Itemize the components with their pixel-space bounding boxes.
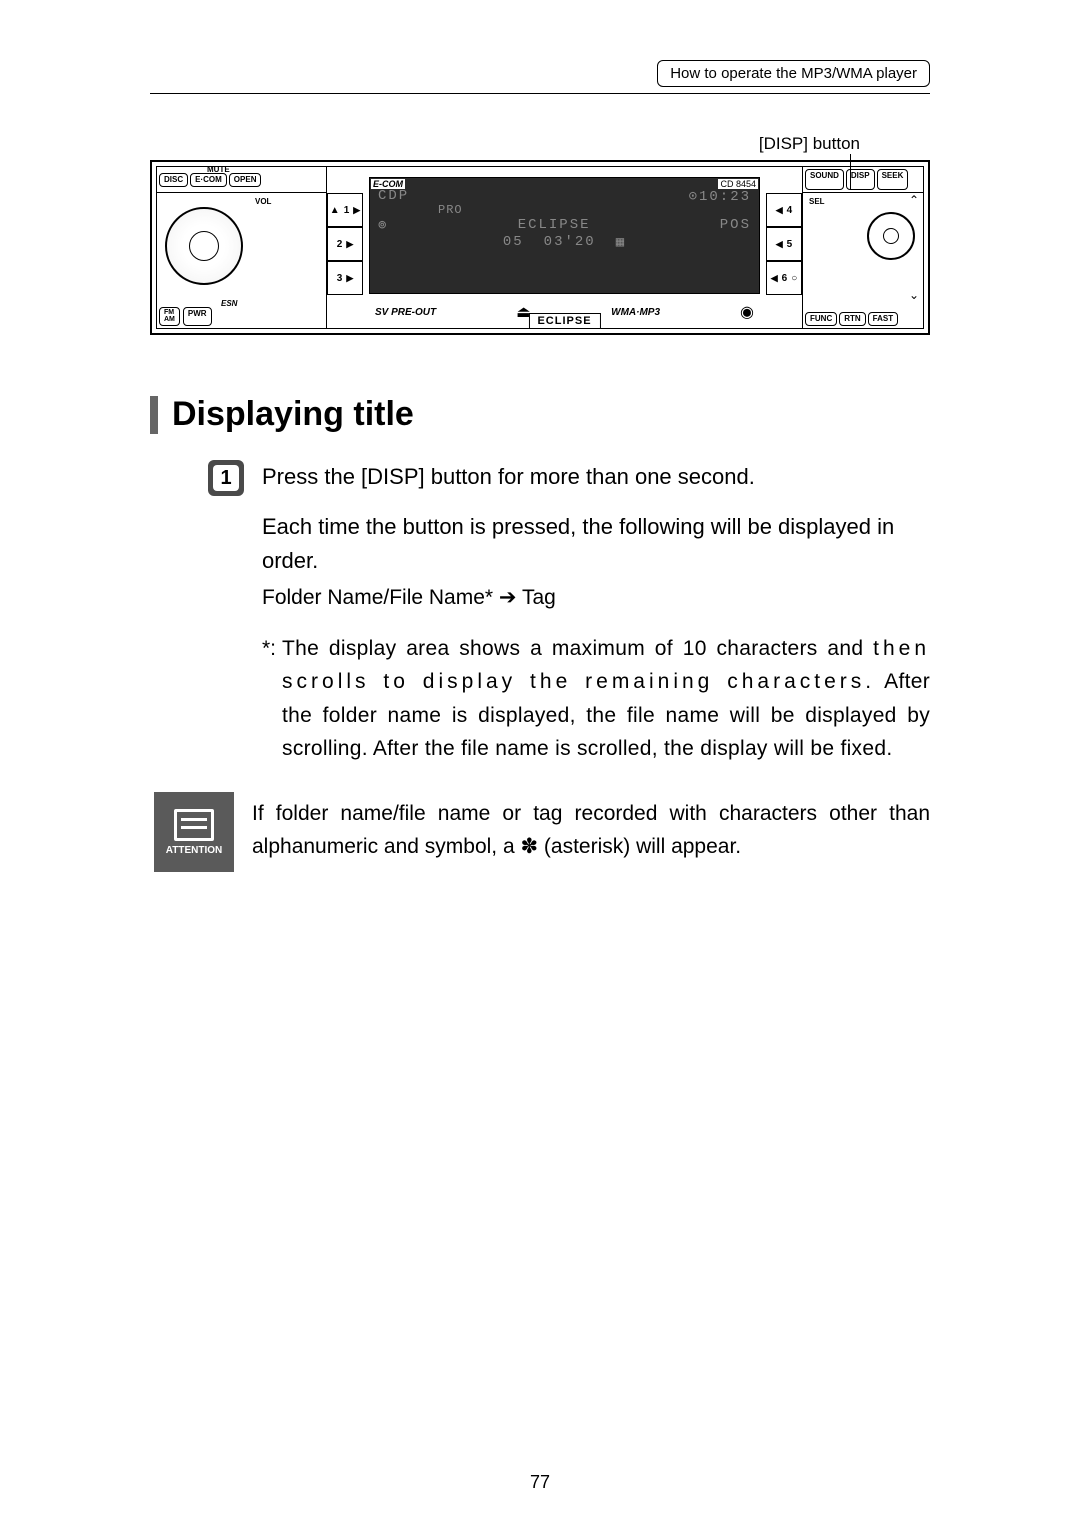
fm-am-button[interactable]: FM AM bbox=[159, 307, 180, 326]
sel-label: SEL bbox=[809, 197, 825, 206]
left-panel: MUTE DISC E·COM OPEN VOL ESN FM AM PWR bbox=[157, 167, 327, 328]
section-heading: Displaying title bbox=[172, 395, 414, 434]
vol-label: VOL bbox=[255, 197, 271, 206]
preset-1[interactable]: ▲1▶ bbox=[327, 193, 363, 227]
footnote: *: The display area shows a maximum of 1… bbox=[262, 632, 930, 766]
esn-label: ESN bbox=[221, 299, 237, 308]
fast-button[interactable]: FAST bbox=[868, 312, 898, 326]
lcd-display: CDP⊙10:23 PRO ⊚ECLIPSEPOS 0503'20▦ bbox=[369, 177, 760, 294]
preset-6[interactable]: ◀6○ bbox=[766, 261, 802, 295]
open-button[interactable]: OPEN bbox=[229, 173, 262, 187]
brand-badge: ECLIPSE bbox=[528, 313, 600, 329]
cd-model: CD 8454 bbox=[718, 179, 758, 189]
sv-label: SV PRE-OUT bbox=[375, 307, 436, 318]
ecom-brand: E-COM bbox=[371, 179, 405, 189]
step-title: Press the [DISP] button for more than on… bbox=[262, 460, 755, 490]
volume-knob[interactable] bbox=[165, 207, 243, 285]
sound-button[interactable]: SOUND bbox=[805, 169, 844, 190]
disp-callout-label: [DISP] button bbox=[759, 134, 860, 154]
wma-label: WMA·MP3 bbox=[611, 307, 660, 318]
step-badge: 1 bbox=[208, 460, 244, 496]
step-body-2: Folder Name/File Name* ➔ Tag bbox=[262, 582, 930, 614]
rtn-button[interactable]: RTN bbox=[839, 312, 865, 326]
page-number: 77 bbox=[530, 1472, 550, 1493]
pwr-button[interactable]: PWR bbox=[183, 307, 212, 326]
center-panel: E-COM CD 8454 ▲1▶ 2▶ 3▶ ◀4 ◀5 ◀6○ CDP⊙10… bbox=[327, 167, 803, 328]
footnote-marker: *: bbox=[262, 632, 276, 766]
down-arrow-icon: ⌄ bbox=[909, 288, 919, 302]
preset-3[interactable]: 3▶ bbox=[327, 261, 363, 295]
mute-label: MUTE bbox=[207, 165, 230, 174]
step-body-1: Each time the button is pressed, the fol… bbox=[262, 510, 930, 578]
header-rule: How to operate the MP3/WMA player bbox=[150, 60, 930, 94]
stereo-diagram: MUTE DISC E·COM OPEN VOL ESN FM AM PWR bbox=[150, 160, 930, 335]
book-icon bbox=[174, 809, 214, 841]
callout-pointer bbox=[850, 154, 851, 190]
attention-text: If folder name/file name or tag recorded… bbox=[252, 792, 930, 863]
preset-2[interactable]: 2▶ bbox=[327, 227, 363, 261]
attention-label: ATTENTION bbox=[166, 845, 222, 856]
disc-button[interactable]: DISC bbox=[159, 173, 188, 187]
footnote-text: The display area shows a maximum of 10 c… bbox=[282, 632, 930, 766]
attention-badge: ATTENTION bbox=[154, 792, 234, 872]
breadcrumb: How to operate the MP3/WMA player bbox=[657, 60, 930, 87]
select-knob[interactable] bbox=[867, 212, 915, 260]
preset-4[interactable]: ◀4 bbox=[766, 193, 802, 227]
right-panel: SOUND DISP SEEK ⌃ SEL ⌄ FUNC RTN FAST bbox=[803, 167, 923, 328]
func-button[interactable]: FUNC bbox=[805, 312, 837, 326]
seek-button[interactable]: SEEK bbox=[877, 169, 909, 190]
preset-5[interactable]: ◀5 bbox=[766, 227, 802, 261]
up-arrow-icon: ⌃ bbox=[909, 193, 919, 207]
section-title: Displaying title bbox=[150, 395, 930, 434]
section-accent-bar bbox=[150, 396, 158, 434]
step-number: 1 bbox=[213, 465, 239, 491]
ecom-button[interactable]: E·COM bbox=[190, 173, 227, 187]
